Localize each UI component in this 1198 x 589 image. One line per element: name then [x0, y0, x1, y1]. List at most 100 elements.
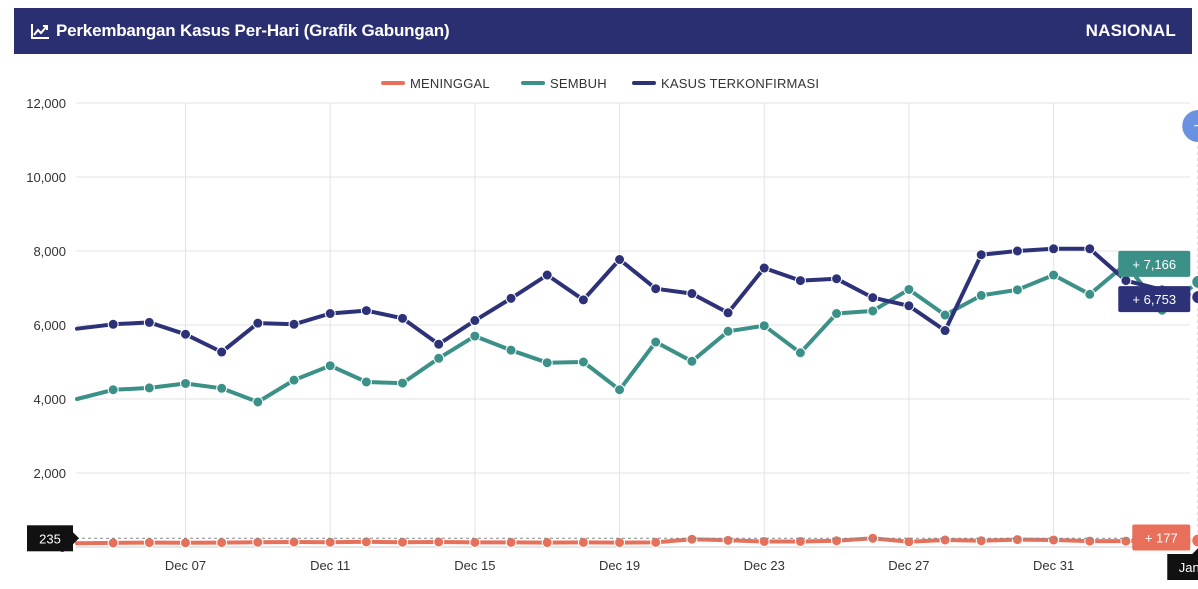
- data-point: [577, 536, 589, 548]
- data-point: [1048, 534, 1060, 546]
- data-point: [288, 318, 300, 330]
- data-point: [288, 374, 300, 386]
- line-chart-icon: [31, 24, 49, 39]
- data-point: [324, 360, 336, 372]
- data-point: [360, 376, 372, 388]
- y-marker-pointer: [73, 532, 79, 545]
- data-point: [505, 536, 517, 548]
- data-point: [867, 305, 879, 317]
- data-point: [1011, 534, 1023, 546]
- chart-header: Perkembangan Kasus Per-Hari (Grafik Gabu…: [14, 8, 1192, 54]
- highlight-point: [1190, 273, 1198, 290]
- data-point: [686, 288, 698, 300]
- data-point: [505, 292, 517, 304]
- data-point: [975, 289, 987, 301]
- data-point: [903, 536, 915, 548]
- data-point: [1084, 288, 1096, 300]
- data-point: [939, 309, 951, 321]
- data-point: [939, 534, 951, 546]
- series-line: [75, 536, 1198, 546]
- x-marker-pointer: [1192, 548, 1198, 554]
- data-point: [722, 307, 734, 319]
- x-tick-label: Dec 11: [310, 558, 350, 573]
- data-point: [541, 357, 553, 369]
- y-marker-box: [27, 525, 73, 552]
- data-point: [1084, 535, 1096, 547]
- data-point: [252, 396, 264, 408]
- series-line: [75, 246, 1198, 354]
- data-point: [614, 254, 626, 266]
- series-kasus-terkonfirmasi: [75, 243, 1198, 358]
- highlight-point: [1190, 289, 1198, 306]
- data-point: [722, 325, 734, 337]
- data-point: [252, 536, 264, 548]
- data-point: [614, 537, 626, 549]
- data-point: [1011, 284, 1023, 296]
- data-point: [758, 320, 770, 332]
- data-point: [107, 537, 119, 549]
- x-tick-label: Dec 19: [599, 558, 640, 573]
- data-point: [107, 384, 119, 396]
- scope-label: NASIONAL: [1085, 21, 1176, 40]
- data-point: [469, 330, 481, 342]
- data-point: [1048, 243, 1060, 255]
- data-point: [577, 294, 589, 306]
- data-point: [686, 533, 698, 545]
- y-tick-label: 2,000: [33, 466, 66, 481]
- data-point: [1120, 275, 1132, 287]
- data-point: [758, 262, 770, 274]
- value-label-text: + 177: [1145, 530, 1178, 545]
- data-point: [397, 377, 409, 389]
- data-point: [360, 536, 372, 548]
- data-point: [650, 283, 662, 295]
- y-tick-label: 8,000: [33, 244, 66, 259]
- value-label-box: [1118, 286, 1191, 313]
- data-point: [794, 535, 806, 547]
- legend-label: SEMBUH: [550, 76, 607, 91]
- data-point: [831, 273, 843, 285]
- data-point: [397, 536, 409, 548]
- value-label-box: [1118, 250, 1191, 277]
- minus-icon: −: [1194, 118, 1198, 135]
- series-line: [75, 262, 1198, 404]
- zoom-out-button[interactable]: −: [1180, 108, 1198, 144]
- data-point: [397, 312, 409, 324]
- data-point: [252, 317, 264, 329]
- data-point: [505, 344, 517, 356]
- page-title: Perkembangan Kasus Per-Hari (Grafik Gabu…: [56, 21, 450, 40]
- series-meninggal: [75, 532, 1198, 549]
- data-point: [469, 315, 481, 327]
- data-point: [867, 292, 879, 304]
- data-point: [939, 325, 951, 337]
- data-point: [794, 347, 806, 359]
- legend-label: KASUS TERKONFIRMASI: [661, 76, 819, 91]
- y-marker-text: 235: [39, 531, 61, 546]
- x-tick-label: Dec 15: [454, 558, 495, 573]
- data-point: [722, 534, 734, 546]
- data-point: [180, 537, 192, 549]
- data-point: [975, 249, 987, 261]
- data-point: [831, 308, 843, 320]
- data-point: [216, 382, 228, 394]
- data-point: [577, 356, 589, 368]
- y-tick-label: 10,000: [26, 170, 66, 185]
- data-point: [975, 535, 987, 547]
- value-label-text: + 7,166: [1132, 257, 1176, 272]
- data-point: [360, 305, 372, 317]
- highlight-point: [1190, 532, 1198, 549]
- data-point: [1120, 535, 1132, 547]
- data-point: [831, 535, 843, 547]
- data-point: [180, 328, 192, 340]
- x-tick-label: Dec 07: [165, 558, 206, 573]
- data-point: [614, 384, 626, 396]
- data-point: [433, 536, 445, 548]
- data-point: [650, 336, 662, 348]
- data-point: [469, 536, 481, 548]
- data-point: [433, 352, 445, 364]
- grid: [76, 102, 1190, 548]
- data-point: [324, 308, 336, 320]
- y-tick-label: 4,000: [33, 392, 66, 407]
- data-point: [903, 283, 915, 295]
